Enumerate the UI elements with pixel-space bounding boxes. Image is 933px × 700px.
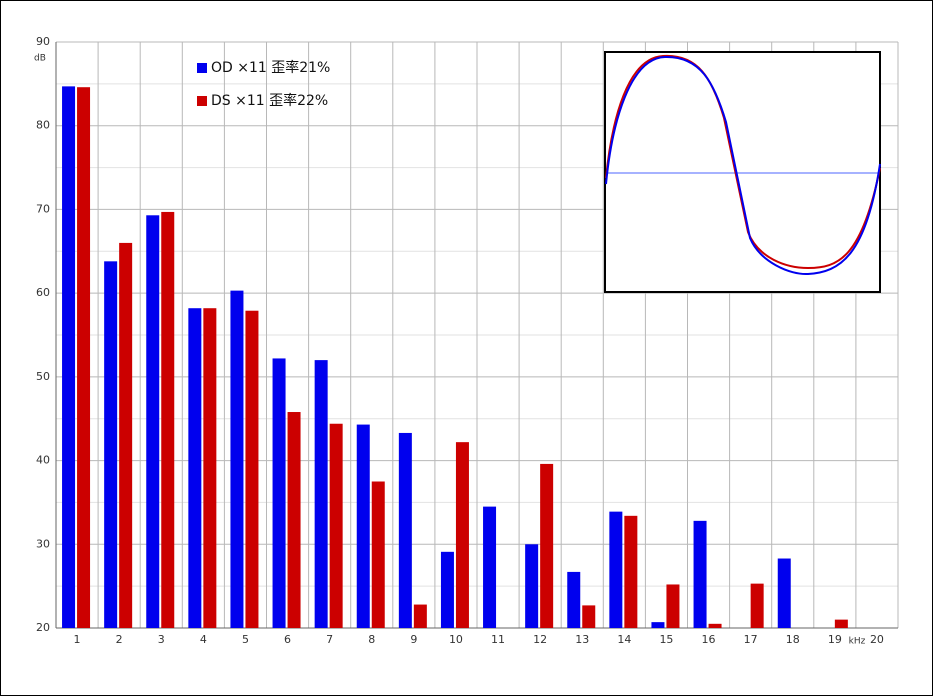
y-tick-label: 80 xyxy=(36,119,50,132)
bar xyxy=(708,623,722,628)
bar xyxy=(440,551,454,628)
bar xyxy=(666,584,680,628)
bar xyxy=(245,310,259,628)
x-tick-label: 5 xyxy=(242,633,249,646)
x-tick-label: 2 xyxy=(116,633,123,646)
bar xyxy=(834,619,848,628)
legend-label: OD ×11 歪率21% xyxy=(211,59,330,76)
x-tick-label: 13 xyxy=(575,633,589,646)
x-tick-label: 16 xyxy=(702,633,716,646)
bar xyxy=(203,308,217,628)
y-tick-label: 20 xyxy=(36,621,50,634)
bar xyxy=(567,571,581,628)
bar xyxy=(651,622,665,628)
x-tick-label: 9 xyxy=(410,633,417,646)
x-axis-label: kHz xyxy=(849,637,866,647)
bar xyxy=(525,544,539,628)
y-tick-label: 70 xyxy=(36,202,50,215)
legend-label: DS ×11 歪率22% xyxy=(211,92,328,109)
bar xyxy=(356,424,370,628)
x-tick-label: 10 xyxy=(449,633,463,646)
bar xyxy=(609,511,623,628)
x-tick-label: 11 xyxy=(491,633,505,646)
bar xyxy=(188,308,202,628)
x-tick-label: 14 xyxy=(617,633,631,646)
bar xyxy=(777,558,791,628)
y-tick-label: 60 xyxy=(36,286,50,299)
bar xyxy=(272,358,286,628)
x-tick-label: 8 xyxy=(368,633,375,646)
bar xyxy=(483,506,497,628)
bar xyxy=(119,242,133,628)
bar xyxy=(693,520,707,628)
inset-wave-od xyxy=(605,55,881,276)
bar xyxy=(371,481,385,628)
bar xyxy=(146,215,160,628)
x-tick-label: 20 xyxy=(870,633,884,646)
y-tick-label: 90 xyxy=(36,35,50,48)
bar xyxy=(750,583,764,628)
x-tick-label: 19 xyxy=(828,633,842,646)
x-tick-label: 3 xyxy=(158,633,165,646)
inset-box xyxy=(604,51,881,293)
bar xyxy=(398,432,412,628)
bar xyxy=(161,211,175,628)
x-tick-label: 7 xyxy=(326,633,333,646)
y-tick-label: 30 xyxy=(36,537,50,550)
y-axis-label: dB xyxy=(34,54,46,64)
bar xyxy=(413,604,427,628)
x-tick-label: 6 xyxy=(284,633,291,646)
bar xyxy=(455,442,469,628)
x-tick-label: 1 xyxy=(74,633,81,646)
bar xyxy=(77,87,91,629)
bar xyxy=(582,605,596,628)
bar xyxy=(287,412,301,628)
x-tick-label: 17 xyxy=(744,633,758,646)
inset xyxy=(604,51,881,293)
x-tick-label: 12 xyxy=(533,633,547,646)
bar xyxy=(104,261,118,628)
x-tick-label: 18 xyxy=(786,633,800,646)
bar xyxy=(62,86,76,628)
bar xyxy=(624,515,638,628)
legend-swatch xyxy=(197,63,207,73)
x-tick-label: 15 xyxy=(659,633,673,646)
bar xyxy=(230,290,244,628)
legend-swatch xyxy=(197,96,207,106)
y-tick-label: 40 xyxy=(36,454,50,467)
bar xyxy=(540,463,554,628)
bar xyxy=(314,360,328,628)
y-tick-label: 50 xyxy=(36,370,50,383)
x-tick-label: 4 xyxy=(200,633,207,646)
bar xyxy=(329,423,343,628)
